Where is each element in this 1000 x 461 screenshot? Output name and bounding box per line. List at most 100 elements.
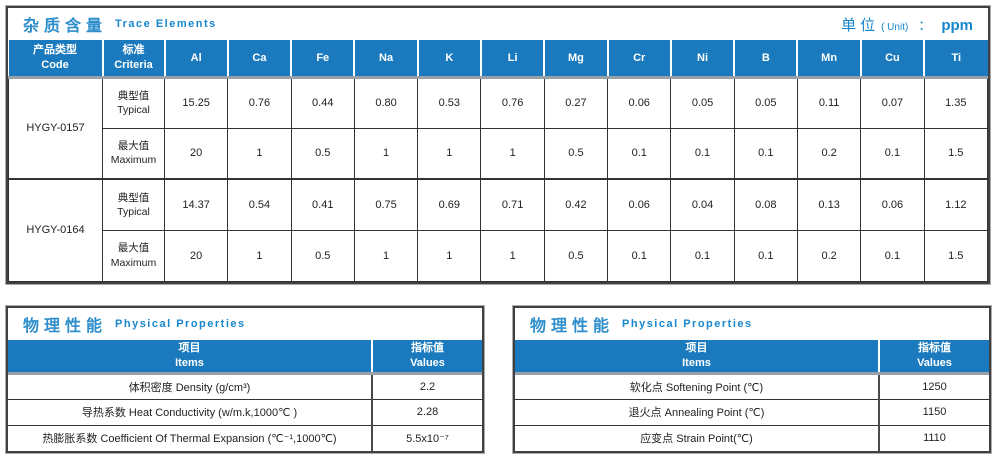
value-cell: 1 [417,229,482,282]
header-element-ni: Ni [670,40,736,79]
phys-right-titlebar: 物理性能 Physical Properties [515,308,989,340]
value-cell: 1.5 [923,127,989,180]
criteria-typical-zh: 典型值 [117,89,150,102]
trace-header-row: 产品类型 Code 标准 Criteria Al Ca Fe Na K Li M… [8,40,988,79]
value-cell: 20 [163,229,229,282]
value-cell: 0.13 [796,178,862,231]
value-cell: 0.1 [733,127,798,180]
value-cell: 0.11 [796,76,862,129]
value-cell: 0.07 [860,76,925,129]
trace-elements-panel: 杂质含量 Trace Elements 单位 ( Unit) ： ppm 产品类… [5,5,991,285]
value-cell: 1 [227,229,292,282]
pp-left-header-row: 项目 Items 指标值 Values [8,340,482,375]
value-cell: 0.76 [227,76,292,129]
value-cell: 2.2 [371,372,482,399]
table-row-0164-typical: HYGY-0164 典型值 Typical 14.37 0.54 0.41 0.… [8,178,989,282]
value-cell: 0.05 [670,76,735,129]
value-cell: 1.12 [923,178,989,231]
header-product-en: Code [41,58,69,71]
trace-elements-table: 产品类型 Code 标准 Criteria Al Ca Fe Na K Li M… [8,40,989,282]
value-cell: 0.1 [670,127,735,180]
physical-properties-left-panel: 物理性能 Physical Properties 项目 Items 指标值 Va… [5,305,485,454]
header-element-li: Li [480,40,546,79]
value-cell: 0.27 [543,76,609,129]
value-cell: 1 [417,127,482,180]
header-element-cu: Cu [860,40,926,79]
value-cell: 1 [480,127,545,180]
header-element-al: Al [164,40,229,79]
value-cell: 0.80 [353,76,419,129]
phys-left-titlebar: 物理性能 Physical Properties [8,308,482,340]
physical-properties-right-table: 项目 Items 指标值 Values 软化点 Softening Point … [515,340,989,451]
phys-left-title-en: Physical Properties [115,318,246,330]
header-values: 指标值 Values [879,340,989,375]
value-cell: 5.5x10⁻⁷ [371,424,482,451]
value-cell: 0.1 [607,127,672,180]
value-cell: 0.05 [733,76,798,129]
header-items-en: Items [175,356,204,369]
value-cell: 0.2 [796,127,862,180]
header-element-fe: Fe [291,40,356,79]
header-criteria: 标准 Criteria [102,40,166,79]
table-row-heat-conductivity: 导热系数 Heat Conductivity (w/m.k,1000℃ ) 2.… [8,398,482,425]
table-row-thermal-expansion: 热膨胀系数 Coefficient Of Thermal Expansion (… [8,424,482,451]
header-criteria-en: Criteria [114,58,153,71]
header-items: 项目 Items [8,340,373,375]
value-cell: 0.76 [480,76,545,129]
criteria-max-en: Maximum [110,154,157,167]
header-element-mn: Mn [797,40,862,79]
table-row-0157-maximum: 最大值 Maximum 20 1 0.5 1 1 1 0.5 0.1 0.1 0… [9,127,989,180]
header-items-en: Items [682,356,711,369]
criteria-max-en: Maximum [110,256,157,269]
value-cell: 1 [353,229,419,282]
header-items-zh: 项目 [685,342,708,355]
header-element-cr: Cr [607,40,672,79]
header-element-mg: Mg [544,40,609,79]
value-cell: 1.35 [923,76,989,129]
value-cell: 1110 [878,424,989,451]
value-cell: 0.5 [290,229,355,282]
header-element-k: K [417,40,482,79]
unit-paren: ( Unit) [881,21,909,33]
item-cell: 应变点 Strain Point(℃) [515,424,879,451]
value-cell: 0.1 [860,127,925,180]
unit-label: 单位 ( Unit) ： ppm [841,14,973,35]
value-cell: 0.06 [607,76,672,129]
value-cell: 0.44 [290,76,355,129]
criteria-max-zh: 最大值 [117,140,150,153]
table-row-softening-point: 软化点 Softening Point (℃) 1250 [515,372,989,399]
criteria-cell: 最大值 Maximum [102,229,165,282]
criteria-cell: 典型值 Typical [102,76,165,129]
table-row-0164-maximum: 最大值 Maximum 20 1 0.5 1 1 1 0.5 0.1 0.1 0… [9,229,989,282]
product-code-cell: HYGY-0164 [8,178,103,282]
value-cell: 0.2 [796,229,862,282]
header-items-zh: 项目 [178,342,201,355]
value-cell: 14.37 [163,178,229,231]
value-cell: 20 [163,127,229,180]
value-cell: 15.25 [163,76,229,129]
criteria-typical-zh: 典型值 [117,191,150,204]
header-values-en: Values [410,356,445,369]
value-cell: 1 [353,127,419,180]
unit-zh: 单位 [841,16,880,34]
header-element-ca: Ca [227,40,293,79]
physical-properties-left-table: 项目 Items 指标值 Values 体积密度 Density (g/cm³)… [8,340,482,451]
trace-title-zh: 杂质含量 [23,18,108,35]
header-element-b: B [734,40,799,79]
item-cell: 热膨胀系数 Coefficient Of Thermal Expansion (… [8,424,372,451]
value-cell: 1.5 [923,229,989,282]
unit-value: ppm [941,16,973,34]
header-criteria-zh: 标准 [122,44,145,57]
item-cell: 软化点 Softening Point (℃) [515,372,879,399]
value-cell: 0.53 [417,76,482,129]
value-cell: 0.1 [733,229,798,282]
item-cell: 体积密度 Density (g/cm³) [8,372,372,399]
header-element-ti: Ti [924,40,988,79]
value-cell: 0.1 [670,229,735,282]
criteria-typical-en: Typical [117,104,150,116]
phys-right-title-en: Physical Properties [622,318,753,330]
value-cell: 0.71 [480,178,545,231]
header-product-code: 产品类型 Code [8,40,104,79]
value-cell: 0.75 [353,178,419,231]
criteria-max-zh: 最大值 [117,242,150,255]
